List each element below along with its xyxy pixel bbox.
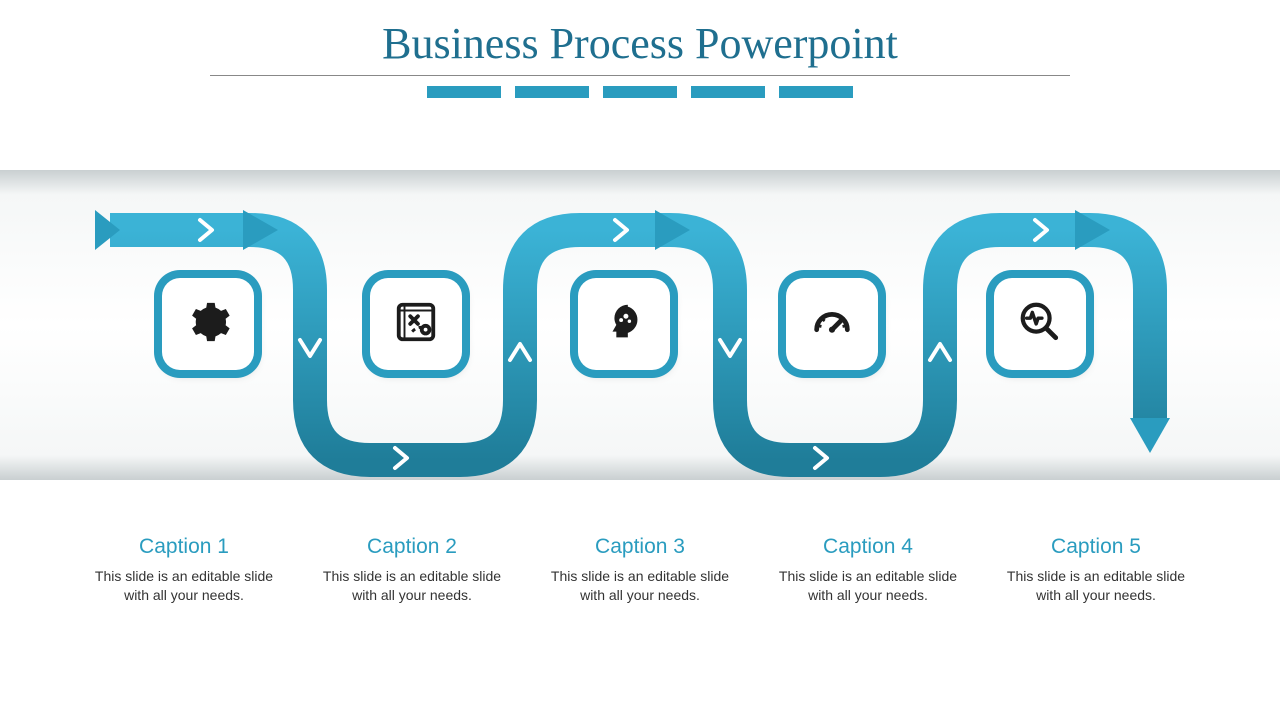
caption-desc: This slide is an editable slide with all… — [540, 567, 740, 605]
title-dash — [427, 86, 501, 98]
title-dash — [515, 86, 589, 98]
gear-icon — [185, 299, 231, 350]
title-dashes — [0, 86, 1280, 98]
flow-tile — [162, 278, 254, 370]
caption-title: Caption 5 — [996, 535, 1196, 559]
head-gears-icon — [601, 299, 647, 350]
caption-desc: This slide is an editable slide with all… — [312, 567, 512, 605]
flow-tile — [786, 278, 878, 370]
caption-5: Caption 5 This slide is an editable slide… — [996, 535, 1196, 605]
strategy-board-icon — [393, 299, 439, 350]
caption-title: Caption 2 — [312, 535, 512, 559]
title-dash — [691, 86, 765, 98]
caption-1: Caption 1 This slide is an editable slide… — [84, 535, 284, 605]
slide-title: Business Process Powerpoint — [0, 0, 1280, 69]
caption-2: Caption 2 This slide is an editable slide… — [312, 535, 512, 605]
gauge-icon — [809, 299, 855, 350]
title-divider — [210, 75, 1070, 76]
title-dash — [779, 86, 853, 98]
caption-desc: This slide is an editable slide with all… — [84, 567, 284, 605]
flow-tile — [578, 278, 670, 370]
caption-title: Caption 1 — [84, 535, 284, 559]
caption-desc: This slide is an editable slide with all… — [768, 567, 968, 605]
title-dash — [603, 86, 677, 98]
flow-tile — [994, 278, 1086, 370]
caption-4: Caption 4 This slide is an editable slide… — [768, 535, 968, 605]
caption-title: Caption 4 — [768, 535, 968, 559]
slide: Business Process Powerpoint — [0, 0, 1280, 720]
caption-title: Caption 3 — [540, 535, 740, 559]
captions-row: Caption 1 This slide is an editable slide… — [0, 535, 1280, 605]
flow-tile — [370, 278, 462, 370]
magnify-pulse-icon — [1017, 299, 1063, 350]
caption-3: Caption 3 This slide is an editable slide… — [540, 535, 740, 605]
caption-desc: This slide is an editable slide with all… — [996, 567, 1196, 605]
